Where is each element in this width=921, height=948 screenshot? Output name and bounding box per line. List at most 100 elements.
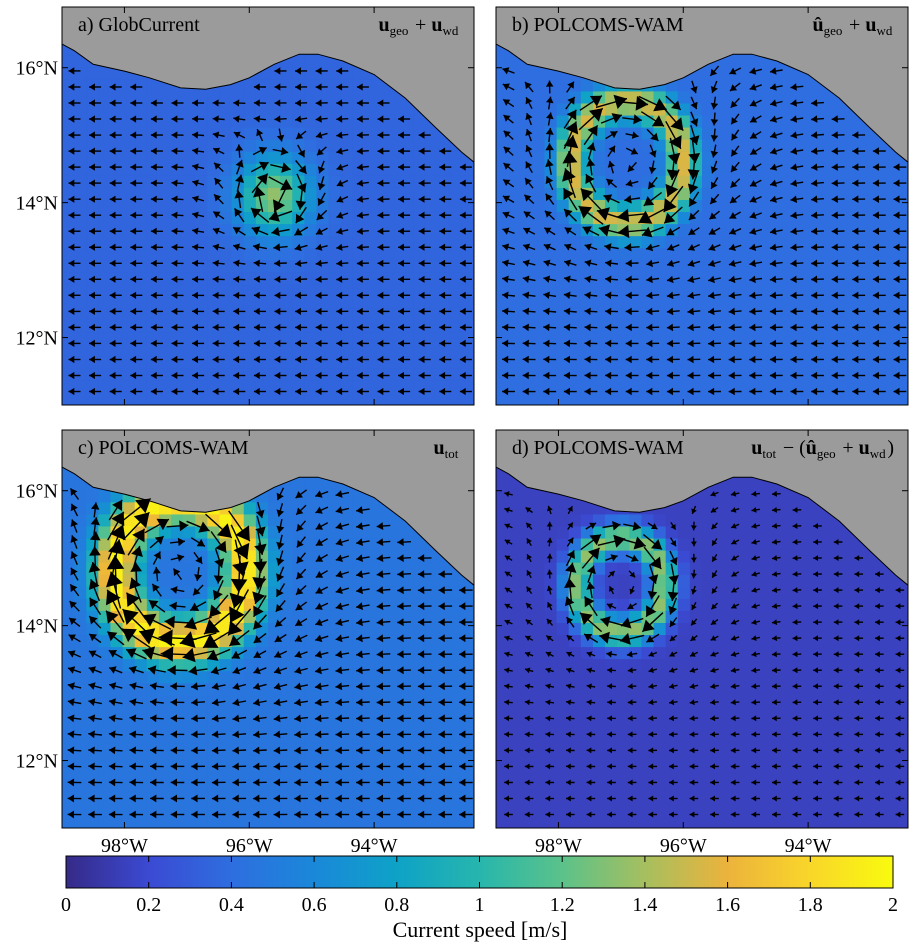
speed-cell: [74, 707, 87, 721]
speed-cell: [653, 163, 667, 177]
speed-cell: [762, 296, 776, 310]
speed-cell: [449, 622, 463, 636]
current-arrowhead: [666, 371, 673, 380]
current-arrowhead: [633, 114, 642, 125]
speed-cell: [389, 320, 402, 334]
current-arrowhead: [749, 227, 757, 235]
speed-cell: [726, 332, 739, 346]
speed-cell: [532, 272, 546, 285]
speed-cell: [243, 815, 257, 828]
current-arrowhead: [543, 291, 550, 299]
current-arrowhead: [418, 131, 425, 139]
speed-cell: [811, 224, 824, 237]
speed-cell: [401, 659, 415, 672]
current-arrowhead: [336, 163, 344, 171]
current-arrowhead: [852, 243, 859, 251]
speed-cell: [437, 392, 451, 405]
current-arrowhead: [584, 243, 592, 251]
current-arrowhead: [109, 99, 116, 107]
speed-cell: [86, 67, 99, 80]
speed-cell: [641, 91, 655, 105]
speed-cell: [774, 308, 788, 322]
speed-cell: [377, 308, 390, 322]
current-arrowhead: [315, 67, 322, 75]
speed-cell: [183, 562, 196, 576]
speed-cell: [413, 115, 427, 129]
speed-cell: [556, 320, 570, 334]
current-arrowhead: [831, 179, 838, 187]
current-arrowhead: [790, 195, 798, 203]
speed-cell: [520, 392, 533, 405]
speed-cell: [74, 175, 87, 189]
current-arrowhead: [317, 166, 326, 174]
speed-cell: [243, 514, 257, 528]
speed-cell: [677, 260, 691, 273]
current-arrowhead: [790, 259, 797, 268]
current-arrowhead: [336, 131, 343, 139]
speed-cell: [762, 392, 776, 405]
current-arrowhead: [893, 227, 900, 235]
speed-cell: [496, 392, 509, 405]
speed-cell: [883, 151, 897, 165]
current-arrowhead: [439, 243, 446, 251]
speed-cell: [702, 103, 715, 117]
current-arrowhead: [811, 99, 818, 107]
current-arrowhead: [523, 211, 531, 219]
speed-cell: [580, 296, 594, 310]
current-arrowhead: [212, 131, 220, 139]
speed-cell: [425, 659, 439, 672]
speed-cell: [183, 586, 196, 600]
speed-cell: [413, 671, 427, 684]
current-arrowhead: [130, 83, 137, 91]
current-arrowhead: [315, 339, 322, 347]
speed-cell: [268, 538, 281, 552]
speed-cell: [532, 260, 546, 273]
speed-cell: [171, 815, 184, 828]
speed-cell: [280, 284, 293, 298]
speed-cell: [328, 392, 342, 405]
speed-cell: [146, 79, 160, 93]
speed-cell: [726, 344, 739, 358]
speed-cell: [62, 368, 75, 382]
speed-cell: [183, 115, 196, 129]
speed-cell: [617, 344, 630, 358]
speed-cell: [401, 562, 415, 576]
speed-cell: [304, 490, 318, 503]
speed-cell: [364, 224, 378, 237]
speed-cell: [714, 284, 727, 298]
speed-cell: [508, 320, 521, 334]
speed-cell: [677, 236, 691, 249]
current-arrowhead: [872, 227, 879, 235]
speed-cell: [592, 175, 606, 189]
speed-cell: [158, 695, 172, 708]
speed-cell: [653, 356, 667, 370]
speed-cell: [98, 538, 112, 552]
speed-cell: [280, 562, 293, 576]
speed-cell: [750, 248, 764, 261]
current-arrowhead: [418, 275, 425, 283]
speed-cell: [195, 296, 209, 310]
speed-cell: [823, 224, 836, 237]
speed-cell: [389, 296, 402, 310]
current-arrowhead: [605, 339, 612, 348]
current-arrowhead: [525, 161, 533, 169]
current-arrowhead: [418, 163, 425, 171]
current-arrowhead: [377, 259, 384, 267]
speed-cell: [496, 344, 509, 358]
current-arrowhead: [213, 211, 221, 219]
current-arrowhead: [192, 323, 198, 331]
speed-cell: [823, 175, 836, 189]
current-arrowhead: [295, 323, 301, 331]
speed-cell: [243, 695, 257, 708]
current-arrowhead: [356, 115, 363, 123]
current-arrowhead: [708, 323, 715, 332]
speed-cell: [653, 332, 667, 346]
current-arrowhead: [192, 163, 199, 171]
current-arrowhead: [233, 355, 240, 364]
speed-cell: [146, 296, 160, 310]
speed-cell: [702, 139, 715, 153]
speed-cell: [592, 139, 606, 153]
speed-cell: [158, 356, 172, 370]
speed-cell: [871, 344, 885, 358]
speed-cell: [568, 380, 582, 394]
